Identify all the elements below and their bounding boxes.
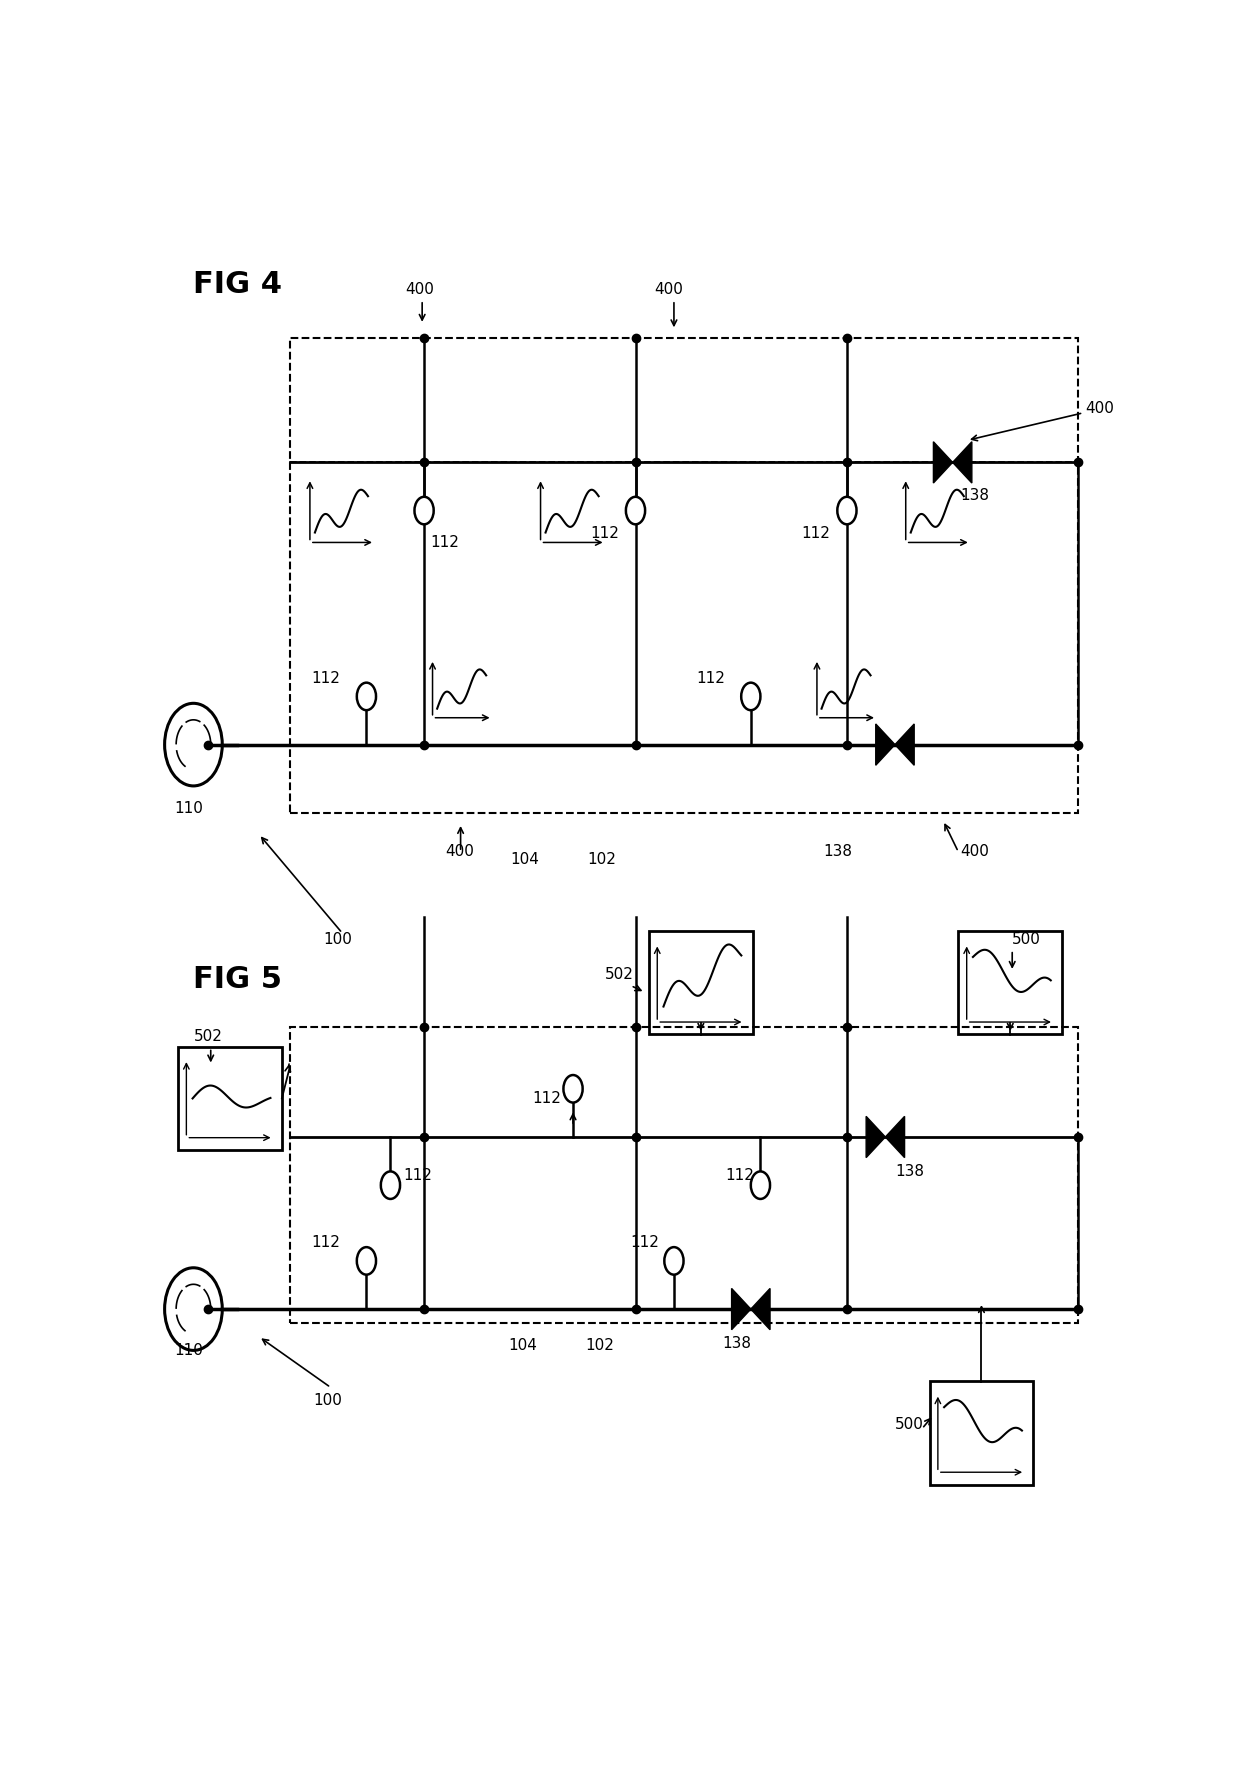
- Polygon shape: [751, 1289, 770, 1330]
- Bar: [959, 932, 1063, 1035]
- Text: 138: 138: [960, 488, 990, 502]
- Text: 112: 112: [533, 1091, 562, 1107]
- Bar: [179, 1046, 281, 1150]
- Text: 400: 400: [655, 283, 683, 297]
- Polygon shape: [934, 442, 952, 483]
- Text: 100: 100: [314, 1393, 342, 1409]
- Text: 112: 112: [631, 1236, 660, 1250]
- Text: 112: 112: [590, 526, 619, 542]
- Text: 112: 112: [725, 1168, 754, 1184]
- Polygon shape: [895, 724, 914, 765]
- Circle shape: [837, 497, 857, 524]
- Circle shape: [357, 683, 376, 710]
- Text: FIG 5: FIG 5: [193, 966, 283, 994]
- Text: 112: 112: [311, 1236, 341, 1250]
- Text: 104: 104: [511, 853, 539, 867]
- Circle shape: [357, 1248, 376, 1275]
- Text: 502: 502: [605, 967, 634, 982]
- Text: 500: 500: [1012, 932, 1042, 948]
- Circle shape: [742, 683, 760, 710]
- Text: 112: 112: [696, 670, 725, 687]
- Text: 112: 112: [802, 526, 831, 542]
- Circle shape: [626, 497, 645, 524]
- Bar: [649, 932, 753, 1035]
- Text: FIG 4: FIG 4: [193, 270, 283, 299]
- Text: 500: 500: [895, 1416, 924, 1432]
- Text: 400: 400: [1085, 401, 1114, 417]
- Text: 138: 138: [895, 1164, 924, 1178]
- Circle shape: [414, 497, 434, 524]
- Text: 100: 100: [324, 932, 352, 948]
- Circle shape: [381, 1171, 401, 1200]
- Bar: [290, 1026, 1078, 1323]
- Polygon shape: [866, 1116, 885, 1157]
- Text: 400: 400: [404, 283, 434, 297]
- Text: 102: 102: [585, 1339, 614, 1354]
- Text: 138: 138: [722, 1336, 751, 1350]
- Text: 104: 104: [508, 1339, 537, 1354]
- Circle shape: [665, 1248, 683, 1275]
- Bar: [930, 1382, 1033, 1484]
- Text: 112: 112: [430, 535, 459, 549]
- Text: 400: 400: [445, 844, 474, 858]
- Text: 102: 102: [588, 853, 616, 867]
- Polygon shape: [875, 724, 895, 765]
- Text: 112: 112: [311, 670, 341, 687]
- Text: 400: 400: [960, 844, 990, 858]
- Polygon shape: [952, 442, 972, 483]
- Text: 138: 138: [823, 844, 852, 858]
- Bar: [290, 338, 1078, 814]
- Polygon shape: [885, 1116, 905, 1157]
- Text: 110: 110: [174, 1343, 203, 1357]
- Text: 502: 502: [193, 1028, 222, 1044]
- Polygon shape: [732, 1289, 751, 1330]
- Text: 110: 110: [174, 801, 203, 817]
- Circle shape: [563, 1075, 583, 1103]
- Text: 112: 112: [403, 1168, 432, 1184]
- Circle shape: [750, 1171, 770, 1200]
